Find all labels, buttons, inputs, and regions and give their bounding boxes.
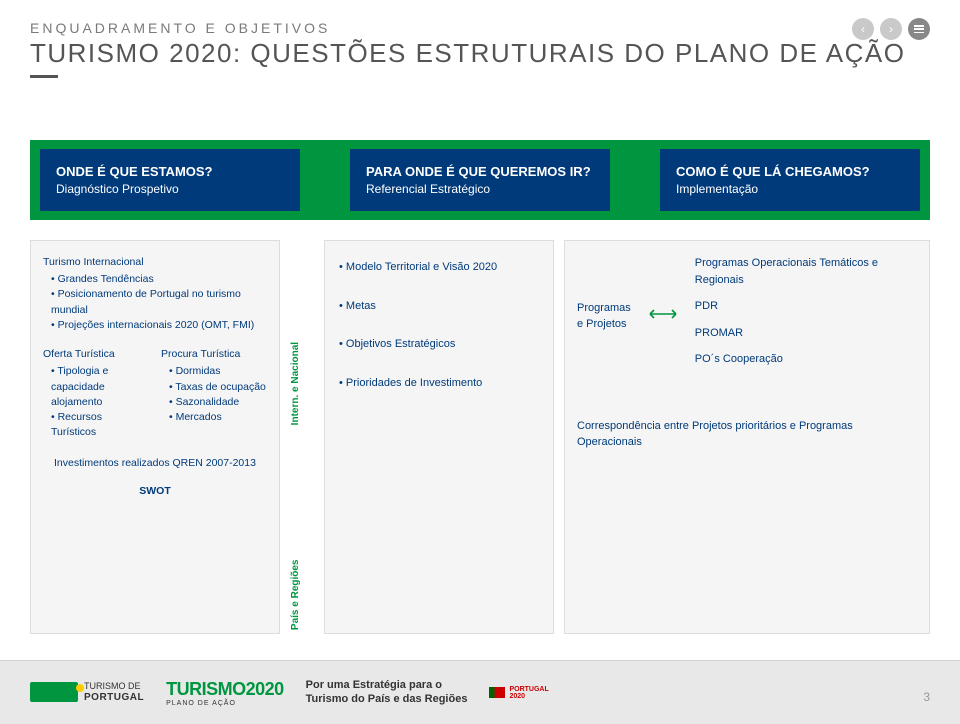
implementation-column: Programas e Projetos Programas Operacion… <box>564 240 930 634</box>
title-underline <box>30 75 58 78</box>
list-item: Taxas de ocupação <box>169 380 267 395</box>
q1-sub: Diagnóstico Prospetivo <box>56 182 284 196</box>
list-item: Modelo Territorial e Visão 2020 <box>339 259 539 276</box>
portugal-2020-logo: PORTUGAL 2020 <box>489 686 548 700</box>
supply-col: Oferta Turística Tipologia e capacidade … <box>43 347 149 440</box>
correspondence-label: Correspondência entre Projetos prioritár… <box>577 418 917 451</box>
list-item: Mercados <box>169 410 267 425</box>
list-item: PDR <box>695 298 917 315</box>
vertical-labels: Intern. e Nacional País e Regiões <box>290 240 314 634</box>
supply-demand-row: Oferta Turística Tipologia e capacidade … <box>43 347 267 440</box>
list-item: Grandes Tendências <box>51 272 267 287</box>
q1-title: ONDE É QUE ESTAMOS? <box>56 164 284 179</box>
question-box-2: PARA ONDE É QUE QUEREMOS IR? Referencial… <box>350 149 610 211</box>
list-item: Programas Operacionais Temáticos e Regio… <box>695 255 917 288</box>
investments-label: Investimentos realizados QREN 2007-2013 <box>43 456 267 471</box>
programs-row: Programas e Projetos Programas Operacion… <box>577 255 917 378</box>
turismo-2020-logo: TURISMO2020 PLANO DE AÇÃO <box>166 679 284 707</box>
vlabel-regions: País e Regiões <box>290 429 314 634</box>
question-box-1: ONDE É QUE ESTAMOS? Diagnóstico Prospeti… <box>40 149 300 211</box>
supply-title: Oferta Turística <box>43 347 149 362</box>
list-item: Metas <box>339 298 539 315</box>
list-item: PROMAR <box>695 325 917 342</box>
q2-title: PARA ONDE É QUE QUEREMOS IR? <box>366 164 594 179</box>
logo1-text: TURISMO DE PORTUGAL <box>84 682 144 703</box>
q2-sub: Referencial Estratégico <box>366 182 594 196</box>
questions-bar: ONDE É QUE ESTAMOS? Diagnóstico Prospeti… <box>30 140 930 220</box>
list-item: Projeções internacionais 2020 (OMT, FMI) <box>51 318 267 333</box>
q3-title: COMO É QUE LÁ CHEGAMOS? <box>676 164 904 179</box>
programs-label: Programas e Projetos <box>577 300 631 333</box>
prog-line1: Programas <box>577 300 631 317</box>
content-row: Turismo Internacional Grandes Tendências… <box>30 240 930 634</box>
intl-title: Turismo Internacional <box>43 255 267 270</box>
q3-sub: Implementação <box>676 182 904 196</box>
prog-line2: e Projetos <box>577 316 631 333</box>
logo-mark-icon <box>30 682 78 702</box>
list-item: Tipologia e capacidade alojamento <box>51 364 149 410</box>
demand-title: Procura Turística <box>161 347 267 362</box>
page-title: TURISMO 2020: QUESTÕES ESTRUTURAIS DO PL… <box>30 38 930 69</box>
slogan-l1: Por uma Estratégia para o <box>306 679 468 692</box>
pt-label: PORTUGAL 2020 <box>509 686 548 700</box>
vlabel-intl: Intern. e Nacional <box>290 240 314 429</box>
diagnostic-column: Turismo Internacional Grandes Tendências… <box>30 240 280 634</box>
page-number: 3 <box>923 690 930 704</box>
slogan-l2: Turismo do País e das Regiões <box>306 693 468 706</box>
double-arrow-icon <box>649 307 677 325</box>
logo1-top: TURISMO DE <box>84 682 144 692</box>
footer-bar: TURISMO DE PORTUGAL TURISMO2020 PLANO DE… <box>0 660 960 724</box>
page-subtitle: ENQUADRAMENTO E OBJETIVOS <box>30 20 930 36</box>
list-item: Objetivos Estratégicos <box>339 336 539 353</box>
pt-bot: 2020 <box>509 693 548 700</box>
header: ENQUADRAMENTO E OBJETIVOS TURISMO 2020: … <box>30 20 930 78</box>
supply-list: Tipologia e capacidade alojamento Recurs… <box>43 364 149 440</box>
demand-list: Dormidas Taxas de ocupação Sazonalidade … <box>161 364 267 425</box>
swot-label: SWOT <box>43 484 267 499</box>
list-item: Dormidas <box>169 364 267 379</box>
turismo-portugal-logo: TURISMO DE PORTUGAL <box>30 682 144 703</box>
list-item: Prioridades de Investimento <box>339 375 539 392</box>
list-item: Posicionamento de Portugal no turismo mu… <box>51 287 267 317</box>
strategy-list: Modelo Territorial e Visão 2020 Metas Ob… <box>339 259 539 391</box>
slogan: Por uma Estratégia para o Turismo do Paí… <box>306 679 468 705</box>
intl-list: Grandes Tendências Posicionamento de Por… <box>43 272 267 333</box>
flag-icon <box>489 687 505 698</box>
slide-page: ‹ › ENQUADRAMENTO E OBJETIVOS TURISMO 20… <box>0 0 960 724</box>
list-item: PO´s Cooperação <box>695 351 917 368</box>
t2020-text: TURISMO2020 <box>166 679 284 699</box>
logo1-bot: PORTUGAL <box>84 692 144 703</box>
strategic-column: Modelo Territorial e Visão 2020 Metas Ob… <box>324 240 554 634</box>
question-box-3: COMO É QUE LÁ CHEGAMOS? Implementação <box>660 149 920 211</box>
plano-text: PLANO DE AÇÃO <box>166 700 284 707</box>
list-item: Recursos Turísticos <box>51 410 149 440</box>
demand-col: Procura Turística Dormidas Taxas de ocup… <box>161 347 267 440</box>
list-item: Sazonalidade <box>169 395 267 410</box>
programs-list: Programas Operacionais Temáticos e Regio… <box>695 255 917 378</box>
pt-top: PORTUGAL <box>509 686 548 693</box>
